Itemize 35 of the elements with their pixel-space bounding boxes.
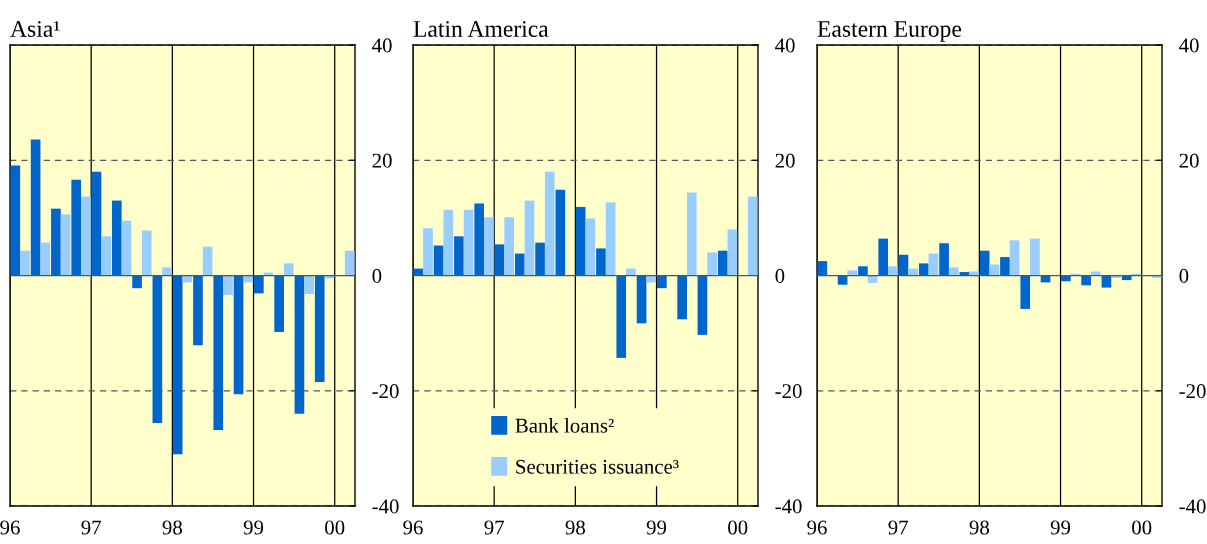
x-tick-label: 97 [888, 520, 908, 535]
x-tick-label: 98 [969, 520, 989, 535]
chart-title: Asia¹ [10, 21, 60, 37]
x-tick-label: 96 [0, 520, 20, 535]
chart-title: Eastern Europe [817, 21, 962, 42]
y-tick-label: -40 [1179, 499, 1206, 514]
x-tick-label: 96 [403, 520, 423, 535]
y-tick-label: -20 [1179, 384, 1206, 399]
x-tick-label: 98 [162, 520, 182, 535]
x-tick-label: 99 [1050, 520, 1071, 535]
x-tick-label: 99 [646, 520, 667, 535]
x-tick-label: 99 [243, 520, 264, 535]
legend-label: Bank loans² [515, 418, 614, 433]
y-tick-label: 40 [1179, 38, 1199, 53]
y-tick-label: 20 [775, 153, 795, 168]
y-tick-label: 0 [775, 268, 785, 283]
y-tick-label: -40 [775, 499, 802, 514]
x-tick-label: 98 [565, 520, 585, 535]
y-tick-label: 20 [372, 153, 392, 168]
x-tick-label: 00 [1132, 520, 1152, 535]
y-tick-label: -20 [775, 384, 802, 399]
x-tick-label: 00 [728, 520, 748, 535]
y-tick-label: -40 [372, 499, 399, 514]
legend-label: Securities issuance³ [516, 459, 679, 474]
y-tick-label: 0 [1179, 268, 1189, 283]
y-tick-label: 40 [775, 38, 795, 53]
chart-title: Latin America [413, 21, 549, 37]
y-tick-label: 0 [372, 268, 382, 283]
x-tick-label: 96 [807, 520, 827, 535]
y-tick-label: 20 [1179, 153, 1199, 168]
x-tick-label: 00 [325, 520, 345, 535]
y-tick-label: 40 [372, 38, 392, 53]
y-tick-label: -20 [372, 384, 399, 399]
x-tick-label: 97 [484, 520, 504, 535]
x-tick-label: 97 [81, 520, 101, 535]
